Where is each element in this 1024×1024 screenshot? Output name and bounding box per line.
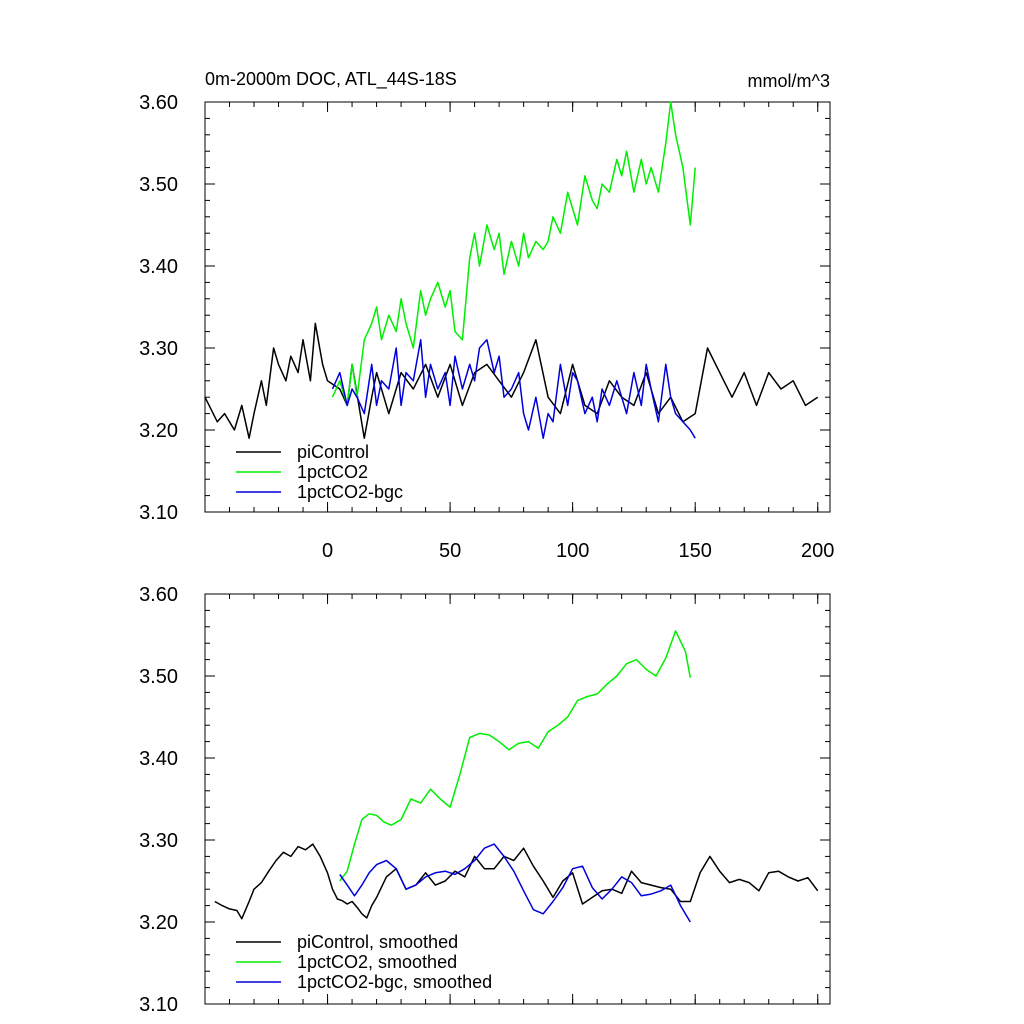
bottom-y-tick-label: 3.30: [139, 830, 178, 852]
top-plot-frame: [204, 101, 831, 513]
bottom-legend-label-2: 1pctCO2-bgc, smoothed: [297, 972, 492, 992]
bottom-y-tick-label: 3.60: [139, 584, 178, 606]
top-x-tick-label: 200: [801, 540, 834, 562]
top-x-tick-label: 150: [679, 540, 712, 562]
top-x-tick-label: 50: [439, 540, 461, 562]
top-units: mmol/m^3: [748, 71, 830, 91]
bottom-legend-label-1: 1pctCO2, smoothed: [297, 952, 457, 972]
top-legend-label-2: 1pctCO2-bgc: [297, 482, 403, 502]
top-y-tick-label: 3.10: [139, 502, 178, 524]
top-ticks: 3.10 3.20 3.30 3.40 3.50 3.60 0 50 100 150 200: [139, 92, 834, 562]
bottom-y-tick-label: 3.10: [139, 994, 178, 1016]
top-series-line-1: [331, 101, 696, 407]
top-y-tick-label: 3.30: [139, 338, 178, 360]
top-series-line-0: [204, 322, 819, 439]
bottom-y-tick-label: 3.20: [139, 912, 178, 934]
bottom-y-tick-label: 3.50: [139, 666, 178, 688]
top-y-tick-label: 3.40: [139, 256, 178, 278]
top-y-tick-label: 3.60: [139, 92, 178, 114]
top-legend-label-0: piControl: [297, 442, 369, 462]
top-panel: 0m-2000m DOC, ATL_44S-18S mmol/m^3 3.103…: [139, 69, 834, 562]
bottom-series-line-0: [214, 843, 819, 920]
top-x-tick-label: 0: [322, 540, 333, 562]
top-series-group: [204, 101, 819, 439]
top-x-tick-label: 100: [556, 540, 589, 562]
bottom-ticks: 3.10 3.20 3.30 3.40 3.50 3.60: [139, 584, 830, 1016]
top-y-tick-label: 3.50: [139, 174, 178, 196]
top-legend-label-1: 1pctCO2: [297, 462, 368, 482]
bottom-legend-label-0: piControl, smoothed: [297, 932, 458, 952]
bottom-plot-frame: [204, 593, 831, 1005]
bottom-y-tick-label: 3.40: [139, 748, 178, 770]
top-y-tick-label: 3.20: [139, 420, 178, 442]
bottom-panel: 3.10 3.20 3.30 3.40 3.50 3.60 piControl, smoo…: [139, 584, 831, 1016]
top-title: 0m-2000m DOC, ATL_44S-18S: [205, 69, 457, 90]
top-series-line-2: [331, 339, 696, 439]
bottom-series-line-2: [339, 843, 691, 923]
bottom-series-group: [214, 630, 819, 923]
bottom-series-line-1: [339, 630, 692, 882]
